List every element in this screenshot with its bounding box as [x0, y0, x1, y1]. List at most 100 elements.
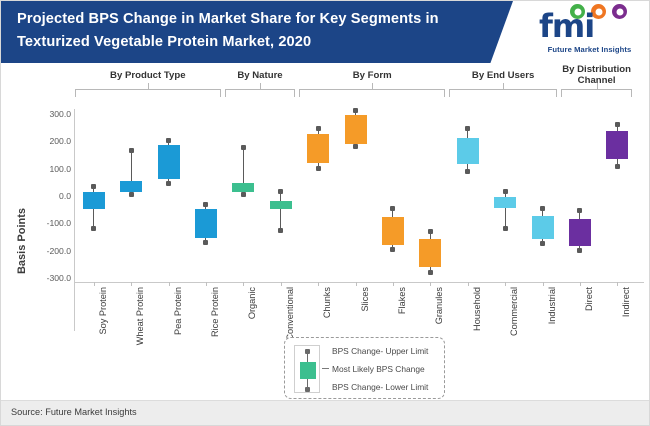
x-tick-mark	[505, 282, 507, 286]
group-stem	[260, 83, 261, 90]
x-tick-label: Organic	[247, 287, 258, 320]
fmi-logo: fmi Future Market Insights	[537, 4, 641, 58]
group-stem	[596, 83, 598, 90]
candle-body	[120, 180, 143, 192]
legend-label-lower: BPS Change- Lower Limit	[332, 382, 429, 392]
candle-conventional	[269, 188, 292, 233]
candle-lower-cap	[540, 241, 545, 247]
x-tick-mark	[355, 282, 357, 286]
candle-body	[606, 131, 629, 159]
x-tick-mark	[93, 282, 95, 286]
candle-wheat-protein	[120, 147, 143, 198]
candle-household	[456, 125, 479, 175]
x-tick-mark	[617, 282, 619, 286]
candle-lower-cap	[278, 227, 284, 233]
candle-lower-cap	[614, 163, 620, 169]
candle-lower-cap	[315, 166, 321, 172]
group-bracket	[561, 89, 632, 97]
candle-body	[194, 209, 217, 238]
candle-body	[456, 138, 479, 165]
chart-legend: BPS Change- Upper Limit Most Likely BPS …	[284, 337, 445, 399]
x-tick-mark	[542, 282, 544, 286]
logo-dot-green-icon	[570, 4, 585, 19]
group-stem	[147, 83, 149, 90]
candle-body	[344, 115, 367, 144]
candle-body	[157, 145, 180, 180]
candle-body	[419, 239, 442, 267]
x-tick-mark	[131, 282, 133, 286]
group-stem	[372, 83, 374, 90]
group-bracket	[299, 89, 445, 97]
candle-lower-cap	[203, 240, 209, 246]
logo-dot-purple-icon	[612, 4, 627, 19]
x-tick-mark	[168, 282, 170, 286]
candle-body	[494, 196, 517, 208]
x-tick-label: Industrial	[546, 287, 557, 325]
legend-label-upper: BPS Change- Upper Limit	[332, 346, 429, 356]
candle-organic	[232, 144, 255, 198]
candle-upper-cap	[390, 206, 396, 212]
group-label: By Distribution Channel	[562, 64, 631, 86]
candle-lower-cap	[353, 144, 358, 150]
candle-lower-cap	[577, 248, 583, 254]
candle-lower-cap	[91, 226, 97, 232]
candle-upper-cap	[278, 188, 284, 194]
y-tick-label: -200.0	[46, 245, 71, 256]
candle-upper-cap	[240, 144, 246, 150]
x-tick-mark	[205, 282, 207, 286]
candle-chunks	[307, 125, 330, 172]
y-tick-label: -300.0	[46, 272, 71, 283]
candle-body	[232, 183, 255, 192]
candle-body	[82, 191, 105, 210]
x-tick-mark	[430, 282, 432, 286]
candle-upper-cap	[614, 121, 620, 127]
x-tick-mark	[318, 282, 320, 286]
x-tick-mark	[243, 282, 245, 286]
candle-soy-protein	[82, 184, 105, 232]
group-bracket	[224, 89, 296, 97]
x-tick-label: Soy Protein	[97, 287, 108, 335]
x-tick-label: Direct	[583, 287, 594, 311]
x-tick-mark	[467, 282, 469, 286]
candle-whisker	[504, 191, 506, 229]
candle-whisker	[242, 147, 244, 195]
x-tick-mark	[392, 282, 394, 286]
x-tick-mark	[579, 282, 581, 286]
group-label: By Nature	[237, 70, 283, 81]
candle-indirect	[606, 121, 629, 169]
chart-header-banner: Projected BPS Change in Market Share for…	[1, 1, 649, 63]
candle-upper-cap	[465, 125, 471, 131]
x-tick-label: Wheat Protein	[135, 287, 146, 346]
group-label: By Product Type	[110, 70, 186, 81]
candle-lower-cap	[390, 246, 396, 252]
group-bracket	[449, 89, 558, 97]
x-axis-line	[74, 282, 644, 283]
group-bracket	[75, 89, 221, 97]
candle-lower-cap	[465, 169, 471, 175]
x-tick-label: Commercial	[509, 287, 520, 337]
candle-upper-cap	[577, 207, 583, 213]
candle-lower-cap	[240, 192, 246, 198]
y-tick-label: 0.0	[59, 191, 71, 201]
legend-label-middle: Most Likely BPS Change	[332, 364, 425, 374]
y-tick-label: 100.0	[49, 163, 71, 174]
logo-subtitle: Future Market Insights	[547, 45, 632, 54]
candle-upper-cap	[353, 108, 358, 113]
group-stem	[503, 83, 505, 90]
chart-footer: Source: Future Market Insights	[1, 400, 649, 425]
x-tick-label: Rice Protein	[209, 287, 220, 338]
page-title: Projected BPS Change in Market Share for…	[17, 11, 439, 50]
logo-wordmark: fmi	[539, 7, 595, 45]
legend-candle-icon	[294, 345, 320, 393]
candle-granules	[419, 229, 442, 276]
candle-upper-cap	[502, 188, 508, 194]
y-tick-label: 200.0	[49, 136, 71, 147]
candle-lower-cap	[502, 226, 508, 232]
candle-lower-cap	[166, 181, 171, 187]
candle-upper-cap	[128, 147, 134, 153]
candle-body	[531, 216, 554, 240]
candle-body	[307, 134, 330, 163]
x-tick-label: Indirect	[621, 287, 632, 318]
logo-dot-orange-icon	[591, 4, 606, 19]
y-axis-line	[74, 109, 75, 331]
